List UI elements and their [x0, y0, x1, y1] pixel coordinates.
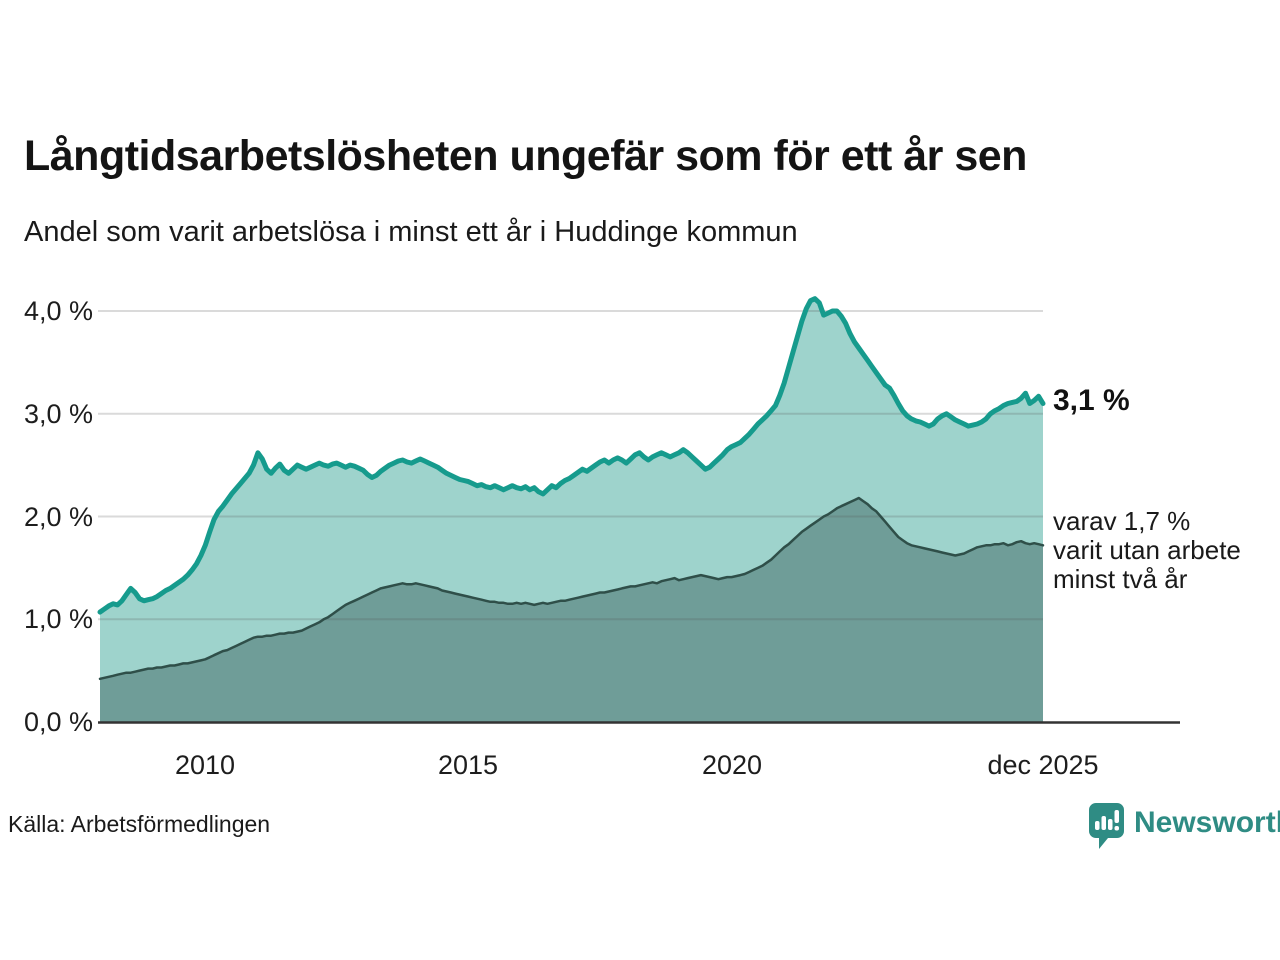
secondary-series-annotation: varav 1,7 % varit utan arbete minst två … — [1053, 507, 1241, 594]
newsworthy-logo: Newsworthy — [1088, 802, 1280, 850]
annotation-line: varit utan arbete — [1053, 535, 1241, 565]
x-axis-tick-label: 2015 — [437, 750, 499, 780]
newsworthy-logo-text: Newsworthy — [1134, 806, 1280, 839]
annotation-line: varav 1,7 % — [1053, 506, 1191, 536]
y-axis-tick-label: 1,0 % — [23, 604, 93, 635]
y-axis-tick-label: 3,0 % — [23, 398, 93, 429]
y-axis-tick-label: 2,0 % — [23, 501, 93, 532]
x-axis-tick-label: 2010 — [174, 750, 236, 780]
source-attribution: Källa: Arbetsförmedlingen — [8, 811, 271, 837]
chart-title: Långtidsarbetslösheten ungefär som för e… — [24, 132, 1027, 180]
x-axis-tick-label: 2020 — [701, 750, 763, 780]
chart-subtitle: Andel som varit arbetslösa i minst ett å… — [24, 216, 798, 248]
y-axis-tick-label: 4,0 % — [23, 296, 93, 326]
newsworthy-pin-icon — [1089, 803, 1124, 849]
y-axis-tick-label: 0,0 % — [23, 707, 93, 737]
annotation-line: minst två år — [1053, 564, 1188, 594]
latest-value-label: 3,1 % — [1053, 384, 1130, 417]
x-axis-tick-label: dec 2025 — [987, 750, 1099, 780]
